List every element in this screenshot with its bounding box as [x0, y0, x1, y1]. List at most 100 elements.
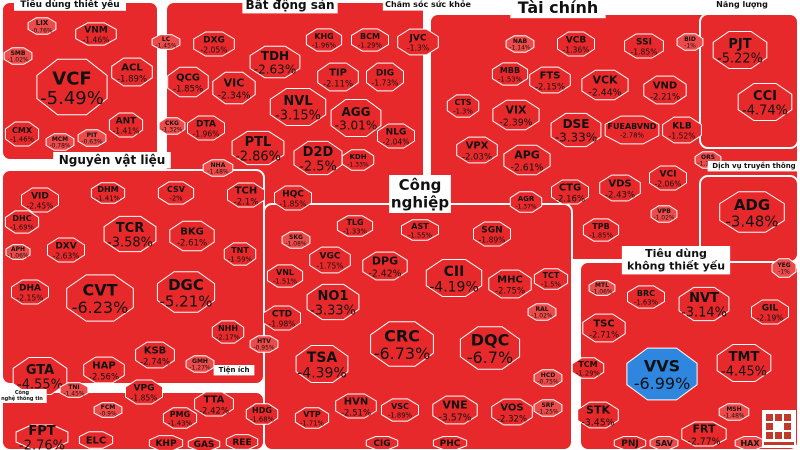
- stock-tile-vne[interactable]: VNE-3.57%: [432, 395, 478, 425]
- stock-tile-msh[interactable]: MSH-1.48%: [718, 403, 750, 421]
- stock-tile-dhm[interactable]: DHM-1.41%: [90, 182, 126, 204]
- stock-tile-yeg[interactable]: YEG-1%: [771, 258, 797, 278]
- stock-tile-dqc[interactable]: DQC-6.7%: [459, 326, 521, 370]
- stock-tile-klb[interactable]: KLB-1.52%: [662, 116, 702, 144]
- stock-tile-htv[interactable]: HTV-0.95%: [249, 335, 279, 353]
- stock-tile-gas[interactable]: GAS: [187, 437, 221, 450]
- stock-tile-fts[interactable]: FTS-2.15%: [529, 66, 571, 94]
- stock-tile-vvs[interactable]: VVS-6.99%: [626, 347, 698, 401]
- stock-tile-mtl[interactable]: MTL-1.06%: [588, 280, 616, 296]
- stock-tile-ctg[interactable]: CTG-2.16%: [551, 179, 589, 205]
- stock-tile-nvl[interactable]: NVL-3.15%: [269, 88, 327, 126]
- stock-tile-agr[interactable]: AGR-1.37%: [509, 191, 543, 213]
- stock-tile-tct[interactable]: TCT-1.5%: [533, 268, 569, 290]
- stock-tile-kdh[interactable]: KDH-1.33%: [341, 149, 375, 171]
- stock-tile-hqc[interactable]: HQC-1.85%: [274, 185, 312, 211]
- stock-tile-nhh[interactable]: NHH-2.17%: [211, 320, 245, 344]
- stock-tile-dse[interactable]: DSE-3.33%: [550, 112, 602, 148]
- stock-tile-adg[interactable]: ADG-3.48%: [719, 191, 785, 233]
- stock-tile-vpg[interactable]: VPG-1.85%: [125, 379, 163, 405]
- stock-tile-stk[interactable]: STK-3.45%: [577, 401, 619, 428]
- stock-tile-tni[interactable]: TNI-1.45%: [59, 382, 89, 398]
- stock-tile-dxv[interactable]: DXV-2.63%: [47, 237, 85, 263]
- stock-tile-dxg[interactable]: DXG-2.05%: [193, 31, 235, 57]
- stock-tile-vid[interactable]: VID-2.45%: [21, 187, 59, 213]
- stock-tile-tmt[interactable]: TMT-4.45%: [716, 344, 772, 382]
- stock-tile-ksb[interactable]: KSB-2.74%: [135, 341, 175, 369]
- stock-tile-vic[interactable]: VIC-2.34%: [212, 71, 256, 105]
- stock-tile-hcd[interactable]: HCD-0.75%: [533, 369, 563, 387]
- stock-tile-ptl[interactable]: PTL-2.86%: [231, 130, 285, 166]
- stock-tile-nha[interactable]: NHA-1.48%: [202, 159, 234, 177]
- stock-tile-gmh[interactable]: GMH-1.27%: [185, 355, 215, 373]
- stock-tile-frt[interactable]: FRT-2.77%: [681, 421, 727, 447]
- stock-tile-fueabvnd[interactable]: FUEABVND-2.78%: [604, 115, 660, 145]
- stock-tile-cvt[interactable]: CVT-6.23%: [66, 274, 134, 322]
- stock-tile-tsa[interactable]: TSA-4.39%: [295, 345, 349, 383]
- stock-tile-agg[interactable]: AGG-3.01%: [330, 99, 382, 137]
- stock-tile-acl[interactable]: ACL-1.89%: [111, 57, 153, 87]
- stock-tile-tip[interactable]: TIP-2.11%: [317, 62, 359, 92]
- stock-tile-hap[interactable]: HAP-2.56%: [83, 356, 125, 384]
- stock-tile-nvt[interactable]: NVT-3.14%: [678, 286, 730, 322]
- stock-tile-no1[interactable]: NO1-3.33%: [306, 283, 360, 321]
- stock-tile-bcm[interactable]: BCM-1.29%: [351, 28, 389, 52]
- stock-tile-pit[interactable]: PIT-0.63%: [77, 129, 107, 147]
- stock-tile-vcb[interactable]: VCB-1.36%: [557, 31, 595, 57]
- stock-tile-mbb[interactable]: MBB-1.53%: [491, 62, 529, 86]
- stock-tile-ant[interactable]: ANT-1.41%: [108, 112, 144, 138]
- stock-tile-tnt[interactable]: TNT-1.59%: [223, 242, 257, 266]
- stock-tile-ssi[interactable]: SSI-1.85%: [624, 33, 664, 59]
- stock-tile-tta[interactable]: TTA-2.42%: [194, 391, 234, 417]
- stock-tile-srf[interactable]: SRF-1.25%: [533, 399, 563, 417]
- stock-tile-smb[interactable]: SMB-1.02%: [3, 47, 33, 65]
- stock-tile-crc[interactable]: CRC-6.73%: [370, 321, 434, 367]
- stock-tile-vsc[interactable]: VSC-1.89%: [381, 398, 419, 422]
- stock-tile-vgc[interactable]: VGC-1.75%: [309, 246, 351, 274]
- stock-tile-vnl[interactable]: VNL-1.51%: [266, 264, 304, 288]
- stock-tile-sav[interactable]: SAV: [649, 436, 679, 450]
- stock-tile-tpb[interactable]: TPB-1.85%: [582, 218, 620, 242]
- stock-tile-bid[interactable]: BID-1%: [676, 33, 704, 51]
- stock-tile-vcf[interactable]: VCF-5.49%: [36, 58, 108, 116]
- stock-tile-brc[interactable]: BRC-1.63%: [627, 285, 665, 309]
- stock-tile-dhc[interactable]: DHC-1.69%: [4, 210, 40, 234]
- stock-tile-tcm[interactable]: TCM-1.29%: [571, 357, 605, 379]
- stock-tile-tch[interactable]: TCH-2.1%: [227, 182, 265, 208]
- stock-tile-apg[interactable]: APG-2.61%: [503, 144, 551, 176]
- stock-tile-dta[interactable]: DTA-1.96%: [187, 115, 225, 141]
- stock-tile-khg[interactable]: KHG-1.96%: [305, 28, 343, 52]
- stock-tile-tsc[interactable]: TSC-2.71%: [582, 313, 626, 343]
- stock-tile-cts[interactable]: CTS-1.3%: [446, 94, 480, 118]
- stock-tile-pjt[interactable]: PJT-5.22%: [712, 31, 768, 69]
- stock-tile-sgn[interactable]: SGN-1.89%: [473, 221, 511, 247]
- stock-tile-vpb[interactable]: VPB-1.02%: [650, 205, 678, 223]
- stock-tile-tcr[interactable]: TCR-3.58%: [103, 215, 157, 253]
- stock-tile-vos[interactable]: VOS-2.32%: [491, 398, 533, 426]
- stock-tile-cmx[interactable]: CMX-1.46%: [4, 121, 40, 147]
- stock-tile-dig[interactable]: DIG-1.73%: [366, 62, 404, 92]
- stock-tile-aph[interactable]: APH-1.06%: [5, 244, 31, 260]
- stock-tile-dgc[interactable]: DGC-5.21%: [156, 271, 216, 313]
- stock-tile-hax[interactable]: HAX: [734, 436, 766, 450]
- stock-tile-vnm[interactable]: VNM-1.46%: [75, 22, 117, 46]
- stock-tile-phc[interactable]: PHC: [432, 436, 468, 450]
- stock-tile-dpg[interactable]: DPG-2.42%: [362, 251, 408, 281]
- stock-tile-hdg[interactable]: HDG-1.68%: [245, 403, 279, 425]
- stock-tile-ree[interactable]: REE: [225, 434, 259, 450]
- stock-tile-fpt[interactable]: FPT-2.76%: [15, 424, 69, 450]
- stock-tile-nab[interactable]: NAB-1.14%: [505, 35, 535, 53]
- stock-tile-d2d[interactable]: D2D-2.5%: [293, 140, 343, 176]
- stock-tile-ctd[interactable]: CTD-1.98%: [263, 305, 301, 331]
- stock-tile-vnd[interactable]: VND-2.21%: [643, 75, 687, 105]
- stock-tile-vix[interactable]: VIX-2.39%: [492, 99, 540, 131]
- stock-tile-vpx[interactable]: VPX-2.03%: [456, 136, 498, 164]
- stock-tile-mcm[interactable]: MCM-0.78%: [45, 133, 75, 151]
- stock-tile-ral[interactable]: RAL-1.02%: [527, 303, 557, 321]
- stock-tile-gil[interactable]: GIL-2.19%: [751, 299, 789, 325]
- stock-tile-nlg[interactable]: NLG-2.04%: [377, 123, 415, 149]
- stock-tile-fcm[interactable]: FCM-0.9%: [93, 402, 123, 418]
- stock-tile-cig[interactable]: CIG: [365, 436, 399, 450]
- stock-tile-cci[interactable]: CCI-4.74%: [737, 83, 793, 121]
- stock-tile-gta[interactable]: GTA-4.55%: [12, 357, 68, 395]
